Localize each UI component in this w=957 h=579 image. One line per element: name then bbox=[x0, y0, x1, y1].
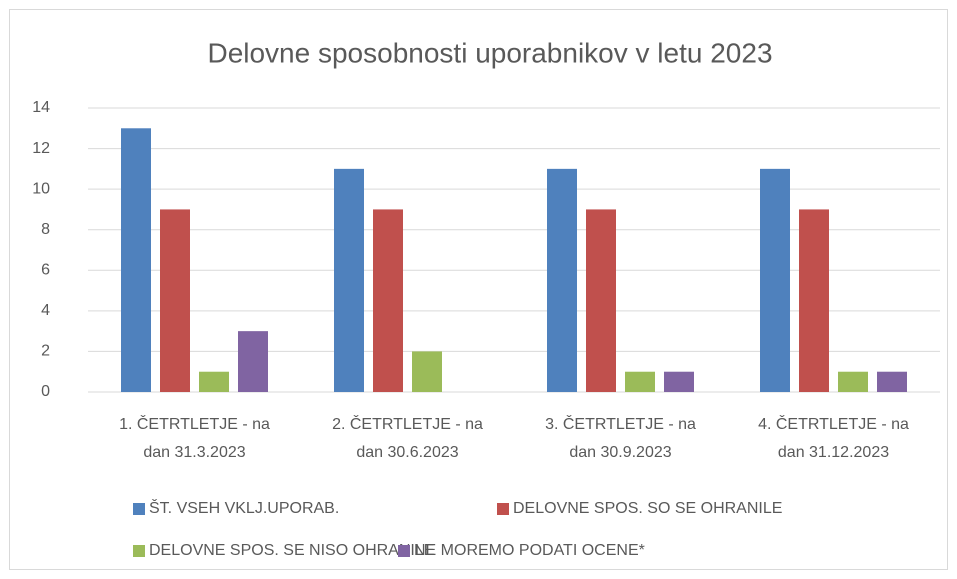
bar bbox=[160, 209, 190, 392]
bar bbox=[412, 351, 442, 392]
bar bbox=[760, 168, 790, 392]
y-tick-label: 0 bbox=[41, 383, 50, 400]
y-tick-label: 8 bbox=[41, 221, 50, 238]
y-tick-label: 6 bbox=[41, 262, 50, 279]
x-tick-label: 3. ČETRTLETJE - na dan 30.9.2023 bbox=[545, 414, 696, 461]
chart-title: Delovne sposobnosti uporabnikov v letu 2… bbox=[207, 37, 772, 68]
bar bbox=[877, 371, 907, 392]
legend-label: ŠT. VSEH VKLJ.UPORAB. bbox=[149, 498, 339, 517]
legend-swatch bbox=[133, 545, 145, 557]
bar bbox=[586, 209, 616, 392]
bar bbox=[799, 209, 829, 392]
legend-swatch bbox=[497, 503, 509, 515]
legend-swatch bbox=[398, 545, 410, 557]
legend-swatch bbox=[133, 503, 145, 515]
bar bbox=[838, 371, 868, 392]
legend-label: NE MOREMO PODATI OCENE* bbox=[414, 542, 645, 559]
bar bbox=[121, 128, 151, 393]
bar bbox=[238, 331, 268, 392]
y-tick-label: 10 bbox=[32, 180, 50, 197]
bar bbox=[334, 168, 364, 392]
bar bbox=[199, 371, 229, 392]
bar bbox=[664, 371, 694, 392]
legend-label: DELOVNE SPOS. SO SE OHRANILE bbox=[513, 500, 782, 517]
y-tick-label: 14 bbox=[32, 99, 50, 116]
legend-label: DELOVNE SPOS. SE NISO OHRANILE bbox=[149, 542, 434, 559]
bar bbox=[625, 371, 655, 392]
bar bbox=[547, 168, 577, 392]
y-tick-label: 2 bbox=[41, 343, 50, 360]
bar bbox=[373, 209, 403, 392]
x-tick-label: 4. ČETRTLETJE - na dan 31.12.2023 bbox=[758, 414, 909, 461]
x-tick-label: 1. ČETRTLETJE - na dan 31.3.2023 bbox=[119, 414, 270, 461]
y-tick-label: 12 bbox=[32, 140, 50, 157]
x-tick-label: 2. ČETRTLETJE - na dan 30.6.2023 bbox=[332, 414, 483, 461]
y-tick-label: 4 bbox=[41, 302, 50, 319]
